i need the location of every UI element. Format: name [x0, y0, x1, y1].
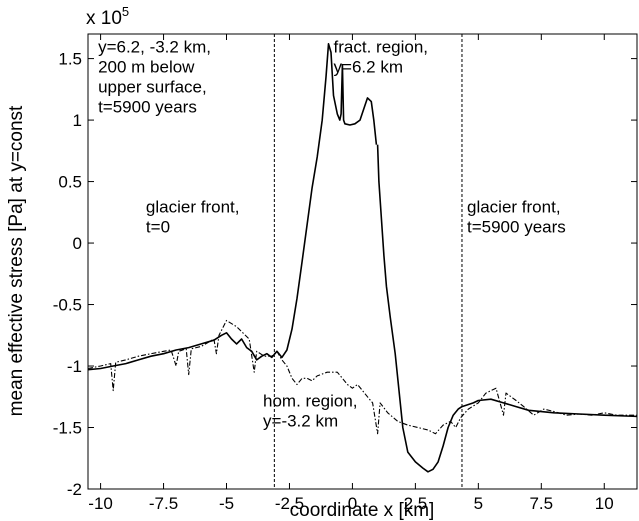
x-axis-label: coordinate x [km] — [290, 500, 435, 521]
x-tick-label: 2.5 — [404, 494, 428, 513]
series-line-solid — [87, 43, 378, 371]
series-line-dashdot — [87, 319, 637, 435]
y-axis-ticks: -2 -1.5 -1 -0.5 0 0.5 1 1.5 — [53, 50, 637, 499]
annotations: y=6.2, -3.2 km, 200 m below upper surface,… — [98, 37, 566, 430]
annotation-line: y=6.2 km — [334, 57, 403, 76]
y-tick-label: 1 — [73, 111, 82, 130]
annotation-line: y=6.2, -3.2 km, — [98, 37, 211, 56]
x-tick-label: 10 — [595, 494, 614, 513]
x-axis-ticks: -10 -7.5 -5 -2.5 0 2.5 5 7.5 10 — [88, 34, 614, 513]
annotation-line: t=5900 years — [467, 217, 566, 236]
annotation-text: y=6.2, -3.2 km, 200 m below upper surface,… — [98, 37, 211, 116]
annotation-text: fract. region, y=6.2 km — [334, 37, 429, 76]
data-series — [87, 43, 638, 473]
annotation-line: glacier front, — [146, 197, 240, 216]
annotation-line: upper surface, — [98, 77, 207, 96]
annotation-text: glacier front, t=0 — [146, 197, 240, 236]
y-tick-label: 0.5 — [58, 173, 82, 192]
y-tick-label: -1 — [67, 357, 82, 376]
annotation-line: t=5900 years — [98, 97, 197, 116]
x-tick-label: 7.5 — [529, 494, 553, 513]
x-tick-label: -10 — [88, 494, 113, 513]
x-tick-label: 0 — [348, 494, 357, 513]
annotation-line: fract. region, — [334, 37, 429, 56]
annotation-line: y=-3.2 km — [263, 412, 338, 431]
annotation-line: t=0 — [146, 217, 170, 236]
annotation-line: glacier front, — [467, 197, 561, 216]
annotation-text: glacier front, t=5900 years — [467, 197, 566, 236]
y-tick-label: -0.5 — [53, 296, 82, 315]
y-axis-label: mean effective stress [Pa] at y=const — [6, 105, 27, 416]
x-tick-label: 5 — [474, 494, 483, 513]
y-tick-label: -1.5 — [53, 419, 82, 438]
y-tick-label: -2 — [67, 480, 82, 499]
x-tick-label: -2.5 — [275, 494, 304, 513]
y-tick-label: 0 — [73, 234, 82, 253]
series-line-solid — [376, 144, 638, 473]
annotation-line: hom. region, — [263, 392, 358, 411]
x-tick-label: -7.5 — [149, 494, 178, 513]
x-tick-label: -5 — [219, 494, 234, 513]
annotation-line: 200 m below — [98, 57, 195, 76]
annotation-text: hom. region, y=-3.2 km — [263, 392, 358, 431]
vertical-reference-lines — [273, 34, 463, 489]
y-tick-label: 1.5 — [58, 50, 82, 69]
y-multiplier: x 105 — [86, 4, 129, 29]
plot-background — [88, 34, 637, 489]
plot-frame — [87, 33, 638, 490]
